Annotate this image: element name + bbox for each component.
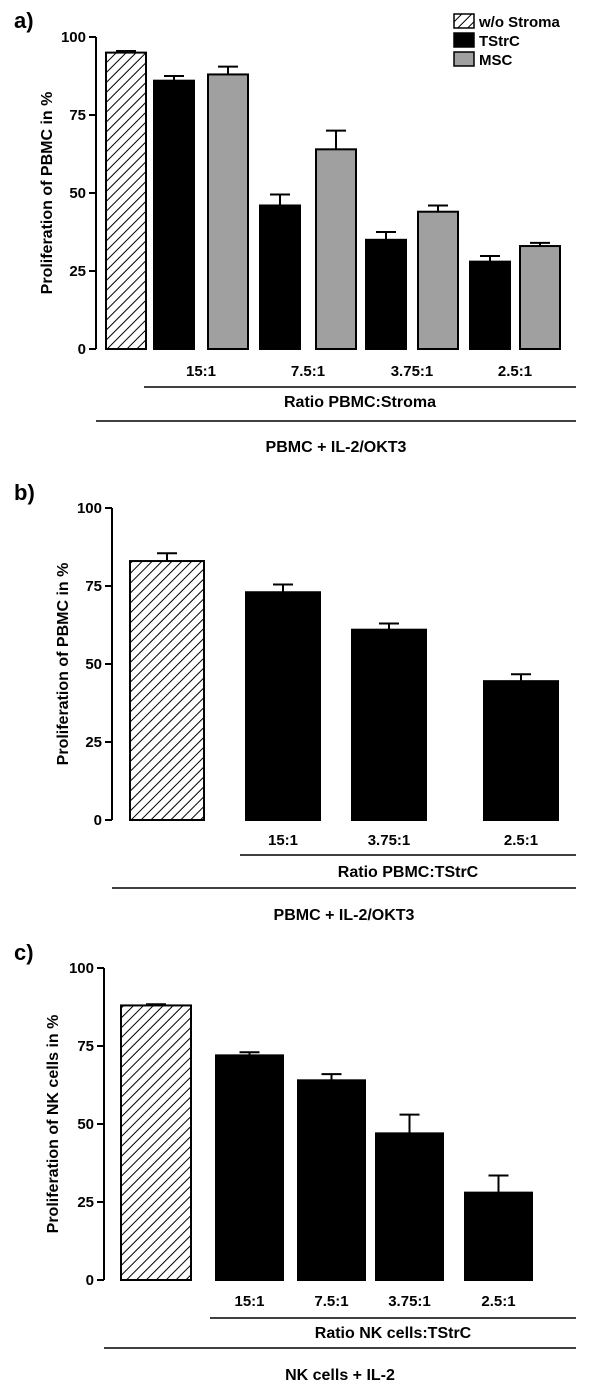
x-tick-label: 3.75:1 (368, 832, 411, 849)
bar-tstrc-2 (259, 204, 301, 350)
y-tick-label: 50 (85, 656, 102, 673)
y-tick-label: 25 (85, 734, 102, 751)
condition-label: PBMC + IL-2/OKT3 (274, 907, 415, 924)
y-tick-label: 50 (69, 185, 86, 202)
legend-swatch (453, 13, 475, 29)
condition-label: PBMC + IL-2/OKT3 (266, 439, 407, 456)
bar-tstrc-3 (483, 680, 559, 821)
bar-tstrc-4 (464, 1191, 533, 1282)
y-axis-label: Proliferation of PBMC in % (39, 92, 56, 295)
bar-tstrc-2 (351, 628, 427, 821)
x-tick-label: 15:1 (234, 1293, 264, 1310)
ratio-group-label: Ratio NK cells:TStrC (315, 1325, 472, 1342)
chart-panel-2: b) 0 25 50 75 100 Proliferation of PBMC in % 15… (14, 480, 576, 924)
control-bar (105, 51, 147, 350)
y-tick-label: 50 (77, 1116, 94, 1133)
y-tick-label: 0 (78, 341, 86, 358)
y-axis-label: Proliferation of PBMC in % (55, 563, 72, 766)
bar-tstrc-3 (365, 238, 407, 350)
legend-swatch (453, 51, 475, 67)
y-tick-label: 75 (85, 578, 102, 595)
panel-label: b) (14, 480, 35, 505)
control-bar (129, 560, 205, 821)
legend-entry: w/o Stroma (478, 14, 561, 31)
bar-msc-1 (207, 73, 249, 350)
x-tick-label: 7.5:1 (314, 1293, 348, 1310)
x-tick-label: 2.5:1 (498, 363, 532, 380)
x-tick-label: 15:1 (186, 363, 216, 380)
bar-msc-2 (315, 148, 357, 350)
bar-tstrc-4 (469, 260, 511, 351)
bar-tstrc-2 (297, 1079, 366, 1281)
bar-tstrc-1 (245, 591, 321, 821)
y-tick-label: 25 (69, 263, 86, 280)
y-tick-label: 0 (94, 812, 102, 829)
panel-label: c) (14, 940, 34, 965)
legend-swatch (453, 32, 475, 48)
panel-label: a) (14, 8, 34, 33)
legend: w/o Stroma TStrC MSC (453, 13, 561, 69)
y-tick-label: 100 (77, 500, 102, 517)
x-tick-label: 15:1 (268, 832, 298, 849)
chart-panel-3: c) 0 25 50 75 100 Proliferation of NK cells in… (14, 940, 576, 1384)
bar-tstrc-3 (375, 1132, 444, 1281)
chart-panel-1: a) 0 25 50 75 100 Proliferation of PBMC in % 15… (14, 8, 576, 456)
x-tick-label: 2.5:1 (504, 832, 538, 849)
bar-msc-3 (417, 210, 459, 350)
condition-label: NK cells + IL-2 (285, 1367, 395, 1384)
bar-tstrc-1 (215, 1054, 284, 1281)
y-axis-label: Proliferation of NK cells in % (45, 1015, 62, 1234)
legend-entry: MSC (479, 52, 513, 69)
y-tick-label: 75 (77, 1038, 94, 1055)
ratio-group-label: Ratio PBMC:TStrC (338, 864, 479, 881)
bar-tstrc-1 (153, 79, 195, 351)
x-tick-label: 7.5:1 (291, 363, 325, 380)
y-tick-label: 25 (77, 1194, 94, 1211)
x-tick-label: 3.75:1 (388, 1293, 431, 1310)
ratio-group-label: Ratio PBMC:Stroma (284, 394, 436, 411)
y-tick-label: 0 (86, 1272, 94, 1289)
y-tick-label: 100 (61, 29, 86, 46)
legend-entry: TStrC (479, 33, 520, 50)
x-tick-label: 2.5:1 (481, 1293, 515, 1310)
y-tick-label: 75 (69, 107, 86, 124)
y-tick-label: 100 (69, 960, 94, 977)
bar-msc-4 (519, 245, 561, 350)
control-bar (120, 1004, 192, 1281)
x-tick-label: 3.75:1 (391, 363, 434, 380)
